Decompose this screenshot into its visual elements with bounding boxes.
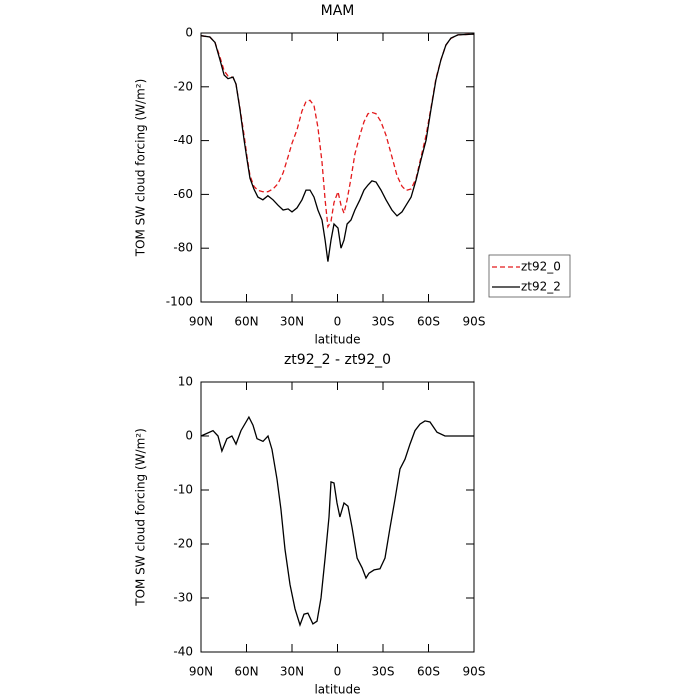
series-line <box>200 33 475 229</box>
y-tick-label: -20 <box>173 79 193 93</box>
y-axis-label: TOM SW cloud forcing (W/m²) <box>134 79 148 258</box>
plot-frame <box>200 32 475 303</box>
y-tick-label: -80 <box>173 241 193 255</box>
y-tick-label: -100 <box>166 295 193 309</box>
series-line <box>200 33 475 262</box>
x-tick-label: 90N <box>189 315 213 329</box>
y-tick-label: -30 <box>173 591 193 605</box>
y-tick-label: 0 <box>185 26 193 40</box>
x-tick-label: 30N <box>280 665 304 679</box>
y-tick-label: -40 <box>173 133 193 147</box>
legend-box <box>488 254 571 298</box>
y-tick-label: -20 <box>173 537 193 551</box>
y-tick-label: -10 <box>173 483 193 497</box>
y-tick-label: -60 <box>173 187 193 201</box>
y-tick-label: 0 <box>185 429 193 443</box>
x-tick-label: 60N <box>234 665 258 679</box>
x-tick-label: 60N <box>234 315 258 329</box>
y-tick-label: 10 <box>178 375 193 389</box>
x-tick-label: 0 <box>334 665 342 679</box>
y-tick-label: -40 <box>173 645 193 659</box>
x-tick-label: 30S <box>372 665 395 679</box>
y-axis-label: TOM SW cloud forcing (W/m²) <box>134 428 148 607</box>
x-tick-label: 60S <box>417 315 440 329</box>
series-line <box>200 415 474 628</box>
x-axis-label: latitude <box>314 683 360 697</box>
x-tick-label: 30S <box>372 315 395 329</box>
plot-frame <box>200 381 475 653</box>
x-tick-label: 60S <box>417 665 440 679</box>
x-axis-label: latitude <box>314 333 360 347</box>
chart-title: zt92_2 - zt92_0 <box>284 352 391 368</box>
chart-title: MAM <box>321 3 355 19</box>
x-tick-label: 90S <box>463 665 486 679</box>
legend-label: zt92_2 <box>521 280 561 294</box>
x-tick-label: 30N <box>280 315 304 329</box>
x-tick-label: 0 <box>334 315 342 329</box>
x-tick-label: 90N <box>189 665 213 679</box>
legend-label: zt92_0 <box>521 260 561 274</box>
x-tick-label: 90S <box>463 315 486 329</box>
